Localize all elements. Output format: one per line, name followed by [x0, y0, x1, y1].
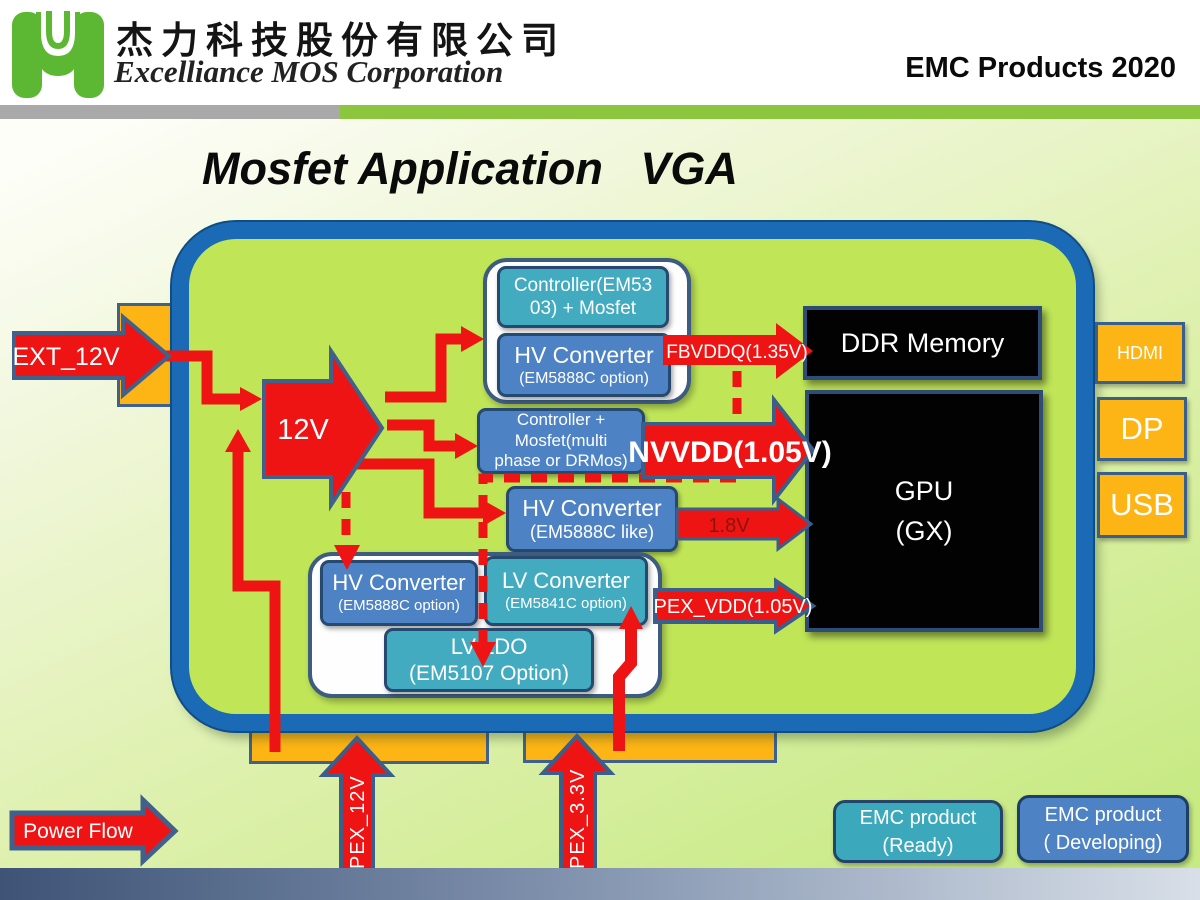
gpu-box: GPU (GX): [805, 390, 1043, 632]
controller-multi-box: Controller + Mosfet(multi phase or DRMos…: [477, 408, 645, 474]
usb-port: USB: [1097, 472, 1187, 538]
lv-converter-name: LV Converter: [502, 568, 630, 594]
emc-logo-icon: [12, 8, 104, 98]
hv-converter-like-name: HV Converter: [522, 495, 662, 521]
hv-converter-like-box: HV Converter (EM5888C like): [506, 486, 678, 552]
lv-converter-sub: (EM5841C option): [505, 595, 627, 613]
hv-converter-top-sub: (EM5888C option): [519, 370, 649, 388]
lv-ldo-box: LV LDO (EM5107 Option): [384, 628, 594, 692]
lv-ldo-name: LV LDO: [450, 633, 528, 659]
products-banner: EMC Products 2020: [905, 52, 1176, 84]
legend-ready-box: EMC product (Ready): [833, 800, 1003, 863]
header-rule-green: [340, 105, 1200, 119]
company-name-zh: 杰力科技股份有限公司: [116, 20, 566, 61]
controller-em5303-box: Controller(EM53 03) + Mosfet: [497, 266, 669, 328]
header: 杰力科技股份有限公司 Excelliance MOS Corporation E…: [0, 0, 1200, 105]
slide-title: Mosfet Application VGA: [202, 143, 738, 194]
legend-developing-box: EMC product ( Developing): [1017, 795, 1189, 863]
footer-bar: [0, 868, 1200, 900]
lv-converter-box: LV Converter (EM5841C option): [484, 556, 648, 626]
hdmi-port: HDMI: [1095, 322, 1185, 384]
dp-port: DP: [1097, 397, 1187, 461]
hv-converter-top-name: HV Converter: [514, 342, 654, 369]
hv-converter-like-sub: (EM5888C like): [529, 522, 655, 543]
hv-converter-left-box: HV Converter (EM5888C option): [320, 560, 478, 626]
hv-converter-left-sub: (EM5888C option): [338, 597, 460, 615]
ddr-memory-box: DDR Memory: [803, 306, 1042, 380]
hv-converter-left-name: HV Converter: [332, 570, 466, 596]
company-name-en: Excelliance MOS Corporation: [114, 54, 504, 89]
hv-converter-top-box: HV Converter (EM5888C option): [497, 333, 671, 397]
lv-ldo-sub: (EM5107 Option): [409, 661, 569, 685]
header-rule-gray: [0, 105, 340, 119]
